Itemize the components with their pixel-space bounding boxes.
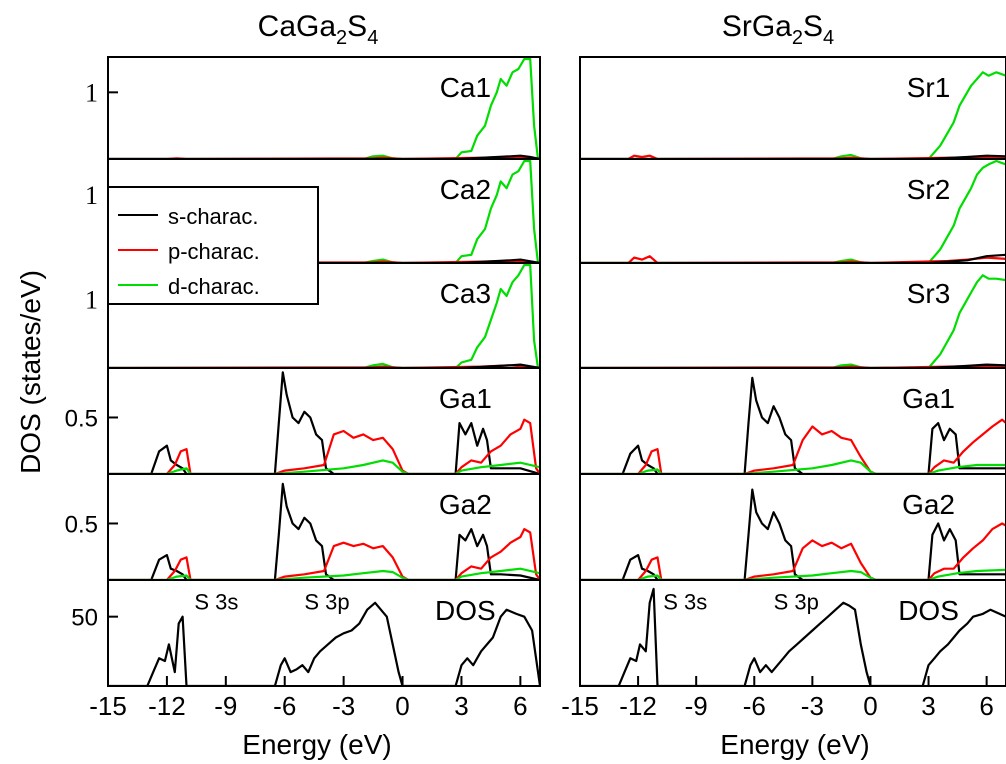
x-tick-label: 3 xyxy=(921,691,935,721)
series-s-ca3 xyxy=(108,363,540,368)
series-s-ca1 xyxy=(108,154,540,159)
legend-label-s: s-charac. xyxy=(168,204,258,229)
series-d-sr3 xyxy=(580,274,1006,368)
x-axis-label-left: Energy (eV) xyxy=(242,729,391,760)
x-tick-label: -9 xyxy=(685,691,708,721)
series-s-ga2 xyxy=(108,482,540,580)
y-tick-label: 50 xyxy=(71,605,98,632)
panel-frame-dos xyxy=(579,579,1006,687)
series-d-ga1 xyxy=(108,459,540,474)
panel-label-sr1: Sr1 xyxy=(907,72,951,103)
annotation-label: S 3p xyxy=(304,590,349,615)
series-s-sr2 xyxy=(580,253,1006,263)
x-tick-label: -12 xyxy=(148,691,186,721)
panel-ga1-series xyxy=(108,371,540,474)
series-s-ca2 xyxy=(108,258,540,263)
series-d-ca2 xyxy=(108,159,540,263)
x-tick-label: 0 xyxy=(863,691,877,721)
x-tick-label: -6 xyxy=(273,691,296,721)
annotation-label: S 3p xyxy=(774,590,819,615)
panel-label-ga1: Ga1 xyxy=(902,383,955,414)
panel-label-ga1: Ga1 xyxy=(439,383,492,414)
plot-area: Ca1 1 Ca2 1 Ca3 1 Ga1 0.5 Ga2 0.5 DOS 50 S 3s S 3p -15… xyxy=(65,56,1006,721)
panel-label-ca1: Ca1 xyxy=(440,72,491,103)
legend-label-d: d-charac. xyxy=(168,274,260,299)
series-d-ca3 xyxy=(108,263,540,368)
series-d-ga2 xyxy=(108,567,540,580)
series-s-dos xyxy=(108,601,540,686)
x-axis-label-right: Energy (eV) xyxy=(720,729,869,760)
series-s-ga1 xyxy=(108,371,540,474)
x-tick-label: -6 xyxy=(743,691,766,721)
x-tick-label: -3 xyxy=(332,691,355,721)
panel-label-dos: DOS xyxy=(435,595,496,626)
series-d-ca1 xyxy=(108,57,540,159)
series-d-sr1 xyxy=(580,71,1006,159)
x-tick-label: 6 xyxy=(513,691,527,721)
y-axis-label: DOS (states/eV) xyxy=(15,270,46,474)
panel-label-dos: DOS xyxy=(898,595,959,626)
panel-ga2-series xyxy=(108,482,540,580)
figure-title-right: SrGa2S4 xyxy=(722,10,834,49)
annotation-label: S 3s xyxy=(194,590,238,615)
series-s-sr1 xyxy=(580,154,1006,159)
panel-label-ca2: Ca2 xyxy=(440,174,491,205)
y-tick-label: 0.5 xyxy=(65,405,98,432)
panel-label-ga2: Ga2 xyxy=(439,489,492,520)
x-tick-label: 0 xyxy=(395,691,409,721)
series-p-ga2 xyxy=(108,527,540,580)
series-p-ga1 xyxy=(580,418,1006,474)
panel-frame-dos xyxy=(107,579,541,687)
legend: s-charac. p-charac. d-charac. xyxy=(107,186,319,305)
x-tick-label: -12 xyxy=(619,691,657,721)
figure-title-left: CaGa2S4 xyxy=(258,10,379,49)
panel-label-ga2: Ga2 xyxy=(902,489,955,520)
panel-ga1-series xyxy=(580,376,1006,474)
series-s-sr3 xyxy=(580,363,1006,368)
x-tick-label: -3 xyxy=(801,691,824,721)
x-tick-label: 3 xyxy=(454,691,468,721)
series-d-ga2 xyxy=(580,568,1006,580)
panel-label-ca3: Ca3 xyxy=(440,278,491,309)
y-tick-label: 1 xyxy=(85,78,98,107)
y-tick-label: 1 xyxy=(85,285,98,314)
x-tick-label: 6 xyxy=(979,691,993,721)
x-tick-label: -9 xyxy=(214,691,237,721)
series-s-dos xyxy=(580,587,1006,686)
y-tick-label: 1 xyxy=(85,181,98,210)
legend-label-p: p-charac. xyxy=(168,239,260,264)
panel-dos-series xyxy=(108,601,540,686)
panel-dos-series xyxy=(580,587,1006,686)
series-d-ga1 xyxy=(580,459,1006,474)
x-tick-label: -15 xyxy=(561,691,599,721)
annotation-label: S 3s xyxy=(663,590,707,615)
y-tick-label: 0.5 xyxy=(65,511,98,538)
series-p-ga2 xyxy=(580,522,1006,580)
panel-label-sr3: Sr3 xyxy=(907,278,951,309)
series-d-sr2 xyxy=(580,159,1006,263)
x-tick-label: -15 xyxy=(89,691,127,721)
panel-ga2-series xyxy=(580,488,1006,580)
series-p-ga1 xyxy=(108,418,540,474)
panel-label-sr2: Sr2 xyxy=(907,174,951,205)
